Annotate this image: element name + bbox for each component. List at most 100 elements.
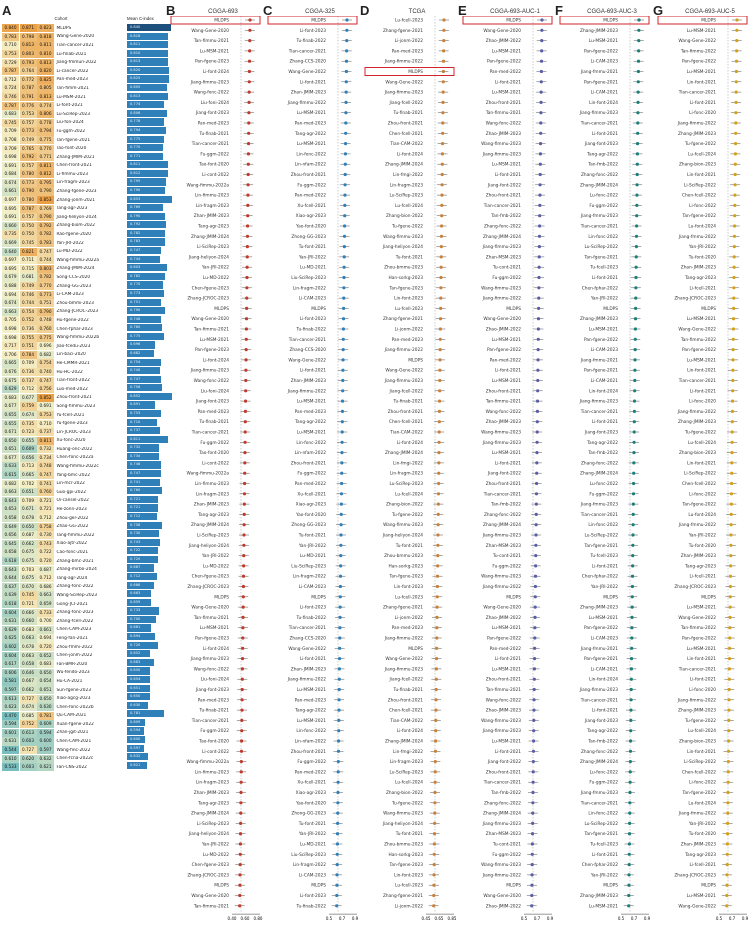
point-estimate (436, 554, 440, 558)
heatmap-row: 0.658 0.675 0.722 Cao-fonc-2021 (2, 548, 109, 557)
heatmap-row: 0.656 0.687 0.730 Tang-fimmu-2022 (2, 531, 109, 540)
forest-row-label: Fu-ggm-2022 (492, 852, 521, 858)
heatmap-row: 0.691 0.757 0.811 Chen-front-2021 (2, 161, 109, 171)
forest-row-label: Wang-Gene-2020 (191, 28, 229, 34)
point-estimate (531, 811, 535, 815)
point-estimate (636, 131, 640, 135)
heatmap-cell: 0.787 (2, 67, 19, 76)
forest-row-label: Jiang-fimmu-2022 (384, 636, 424, 642)
forest-row-label: Lu-SciRep-2023 (389, 193, 423, 199)
forest-row-label: Jiang-fimmu-2022 (384, 347, 424, 353)
mean-c-index-bar: 0.734 (127, 452, 160, 461)
heatmap-cell: 0.629 (2, 385, 19, 394)
forest-row-label: Zhang-bion-2023 (679, 450, 716, 456)
forest-row-label: Lu-fcell-2023 (395, 306, 423, 312)
mean-c-index-bar: 0.810 (127, 49, 168, 57)
heatmap-row-label: Zhou-fmmi-2022 (56, 644, 93, 650)
forest-row-label: Jiang-fmmu-2022 (678, 811, 716, 817)
mean-c-index-bar: 0.712 (127, 573, 157, 581)
point-estimate (338, 615, 342, 620)
point-estimate (440, 162, 444, 166)
heatmap-cell: 0.721 (37, 496, 54, 506)
forest-row-label: Lin-font-2021 (687, 749, 716, 755)
forest-row-label: Li-jonm-2022 (395, 38, 424, 44)
point-estimate (734, 90, 738, 94)
forest-row-label: Lu-MD-2022 (203, 852, 229, 858)
forest-row-label: Xu-fcell-2021 (297, 780, 326, 786)
mean-c-index-bar: 0.818 (127, 32, 169, 40)
point-estimate (533, 636, 537, 640)
forest-row-label: Lu-MSM-2021 (200, 48, 229, 54)
point-estimate (734, 111, 738, 115)
forest-row-label: Yan-JRI-2022 (298, 831, 326, 837)
heatmap-row: 0.631 0.660 0.700 Zhang-fcell-2022 (2, 617, 109, 626)
point-estimate (530, 832, 535, 836)
mean-c-index-bar: 0.770 (127, 281, 164, 289)
x-tick-label: 0.7 (729, 916, 736, 921)
forest-row-label: Zhang-JMIM-2024 (191, 522, 229, 528)
forest-row-label: Wang-Gene-2020 (483, 605, 521, 611)
forest-row-label: Li-font-2021 (592, 275, 618, 281)
heatmap-row-label: He-CMMR-2021 (56, 360, 90, 366)
forest-row-label: Chen-fphar-2022 (582, 574, 618, 580)
forest-row-label: Tian-cancer-2021 (288, 625, 327, 631)
forest-row-label: Zhang-JMIM-2024 (580, 471, 618, 477)
point-estimate (530, 852, 534, 856)
mean-c-index-bar: 0.813 (127, 58, 168, 66)
heatmap-row-label: Xiao-ajtr-2022 (56, 541, 88, 547)
heatmap-cell: 0.751 (37, 299, 54, 308)
mean-c-index-bar: 0.748 (127, 315, 161, 323)
forest-row-label: Tu-font-2020 (688, 254, 717, 260)
point-estimate (243, 420, 247, 424)
heatmap-row: 0.669 0.745 0.783 Yan-JRI-2022 (2, 239, 109, 248)
forest-row-label: Tan-fimmu-2022 (680, 337, 716, 343)
point-estimate (245, 234, 250, 238)
heatmap-row-label: Wang-finc-2022 (56, 747, 91, 753)
heatmap-cell: 0.727 (19, 746, 37, 755)
forest-row-label: MLDPS (506, 883, 521, 889)
point-estimate (246, 183, 250, 187)
point-estimate (439, 265, 443, 269)
heatmap-cell: 0.685 (19, 711, 37, 720)
point-estimate (342, 255, 346, 259)
heatmap-row: 0.602 0.678 0.720 Zhou-fmmi-2022 (2, 642, 109, 652)
forest-row-label: Zhang-fonc-2022 (484, 512, 521, 518)
forest-row-label: Li-font-2021 (592, 852, 618, 858)
point-estimate (243, 409, 248, 413)
forest-row-label: Liu-foni-2024 (201, 388, 230, 394)
forest-row-label: Wang-Gene-2022 (678, 903, 716, 909)
heatmap-cell: 0.620 (19, 754, 37, 763)
point-estimate (632, 440, 636, 444)
forest-row-label: Zhao-JMIM-2022 (486, 615, 521, 621)
forest-row-label: Zhan-MSM-2023 (486, 831, 521, 837)
point-estimate (345, 49, 349, 53)
point-estimate (539, 69, 543, 74)
heatmap-cell: 0.790 (37, 307, 54, 316)
forest-row-label: Li-font-2021 (592, 419, 618, 425)
forest-row-label: Lin-font-2021 (687, 172, 716, 178)
heatmap-cell: 0.736 (19, 324, 37, 334)
point-estimate (731, 358, 735, 362)
mean-c-index-bar: 0.758 (127, 521, 162, 529)
point-estimate (629, 677, 633, 681)
point-estimate (238, 852, 242, 856)
point-estimate (632, 430, 636, 434)
c-index-heatmap: Cohort 0.840 0.871 0.823 MLDPS 0.783 0.798 0.8… (2, 16, 109, 772)
heatmap-row: 0.682 0.702 0.741 Lin-mcr-2022 (2, 479, 109, 488)
forest-row-label: Yan-JRI-2022 (590, 872, 618, 878)
heatmap-row: 0.604 0.663 0.652 Chen-jonm-2022 (2, 651, 109, 660)
heatmap-cell: 0.637 (2, 582, 19, 591)
forest-row-label: Lin-font-2021 (687, 368, 716, 374)
forest-row-label: Li-SciRep-2023 (197, 821, 229, 827)
forest-row-label: Li-font-2021 (690, 677, 716, 683)
point-estimate (336, 790, 340, 795)
forest-row-label: Zhang-bion-2022 (386, 790, 423, 796)
forest-row-label: Tu-finab-2021 (392, 687, 423, 693)
forest-title: CGGA-325 (305, 9, 335, 15)
heatmap-row-label: Pan-med-2023 (56, 77, 88, 83)
point-estimate (248, 18, 252, 22)
mean-c-index-bar: 0.682 (127, 349, 154, 358)
heatmap-row-label: Xiao-agcg-2023 (56, 696, 91, 702)
forest-row-label: Li-font-2021 (592, 563, 618, 569)
forest-row-label: Tang-agr-2023 (684, 563, 716, 569)
